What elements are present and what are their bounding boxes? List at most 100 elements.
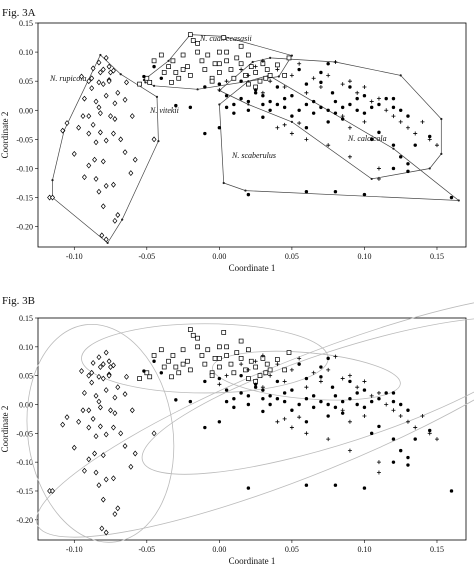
point-square — [199, 58, 205, 64]
point-diamond — [79, 73, 84, 80]
point-circle — [239, 373, 243, 378]
y-tick-label: -0.15 — [16, 194, 33, 203]
point-circle — [413, 143, 417, 147]
point-square — [173, 70, 179, 75]
point-circle — [246, 394, 251, 398]
point-diamond — [60, 127, 66, 134]
point-plus — [340, 376, 345, 381]
point-square — [217, 356, 222, 361]
point-plus — [347, 448, 352, 453]
y-tick-label: -0.05 — [16, 135, 33, 144]
point-plus — [398, 414, 403, 419]
point-square — [144, 370, 150, 376]
point-circle — [449, 489, 454, 493]
point-diamond — [86, 130, 92, 137]
point-diamond — [86, 407, 92, 414]
point-circle — [326, 108, 330, 112]
point-diamond — [81, 95, 87, 102]
point-circle — [275, 102, 280, 107]
point-square — [217, 70, 222, 75]
point-circle — [333, 405, 338, 410]
point-plus — [268, 79, 273, 84]
point-square — [202, 361, 208, 367]
point-diamond — [103, 236, 109, 243]
point-diamond — [96, 482, 102, 489]
plot-frame — [37, 22, 467, 248]
point-circle — [253, 91, 258, 95]
y-tick-label: 0.05 — [19, 77, 33, 86]
point-circle — [304, 420, 309, 424]
point-square — [228, 67, 234, 72]
point-circle — [174, 103, 178, 108]
point-circle — [275, 379, 280, 384]
point-circle — [275, 85, 280, 89]
point-circle — [311, 405, 316, 410]
point-circle — [203, 85, 207, 89]
point-diamond — [93, 175, 99, 182]
x-tick-label: 0.05 — [285, 252, 299, 261]
point-diamond — [89, 75, 95, 82]
point-circle — [391, 166, 396, 171]
point-circle — [239, 79, 243, 83]
y-tick-label: 0.15 — [19, 19, 33, 28]
point-square — [195, 335, 200, 341]
point-diamond — [103, 54, 109, 61]
point-square — [195, 344, 200, 350]
point-circle — [348, 102, 352, 107]
point-plus — [362, 379, 367, 384]
point-circle — [275, 397, 280, 401]
point-plus — [427, 431, 432, 436]
point-circle — [261, 94, 265, 98]
point-circle — [391, 437, 396, 441]
point-diamond — [115, 212, 121, 218]
point-plus — [427, 137, 432, 142]
point-plus — [224, 79, 229, 84]
point-square — [263, 75, 269, 81]
point-plus — [275, 125, 280, 130]
point-circle — [268, 402, 272, 407]
point-diamond — [100, 361, 106, 368]
point-circle — [246, 192, 251, 197]
point-square — [166, 358, 171, 364]
point-plus — [347, 79, 352, 84]
point-diamond — [79, 368, 84, 374]
group-label: N. vitekii — [149, 106, 179, 115]
point-diamond — [106, 358, 112, 365]
point-circle — [304, 102, 309, 107]
y-tick-label: -0.10 — [16, 458, 33, 467]
hull-vertex — [51, 178, 54, 182]
point-circle — [406, 408, 410, 412]
point-circle — [311, 99, 316, 104]
point-plus — [340, 82, 345, 87]
point-diamond — [97, 110, 103, 117]
point-diamond — [90, 415, 96, 422]
point-plus — [275, 67, 280, 72]
point-plus — [362, 85, 367, 89]
point-square — [176, 370, 182, 376]
point-plus — [376, 390, 381, 395]
point-circle — [326, 356, 330, 361]
point-circle — [261, 409, 265, 414]
point-square — [238, 338, 244, 344]
hull-vertex — [370, 177, 373, 181]
point-diamond — [71, 444, 77, 451]
point-circle — [362, 405, 367, 410]
point-square — [144, 75, 150, 81]
group-label: N. rupicola — [49, 74, 86, 83]
point-diamond — [100, 158, 106, 165]
point-circle — [268, 108, 272, 112]
hull-plus-4 — [218, 57, 442, 180]
x-tick-label: 0.00 — [212, 252, 226, 261]
point-circle — [362, 486, 367, 490]
point-circle — [174, 398, 178, 402]
point-circle — [377, 397, 381, 401]
point-square — [267, 73, 273, 78]
point-circle — [399, 155, 403, 159]
point-diamond — [86, 162, 92, 169]
point-square — [275, 62, 280, 68]
point-diamond — [100, 375, 106, 382]
point-diamond — [89, 379, 95, 386]
point-plus — [275, 362, 280, 367]
point-plus — [326, 143, 331, 148]
y-tick-label: 0.10 — [19, 48, 33, 57]
